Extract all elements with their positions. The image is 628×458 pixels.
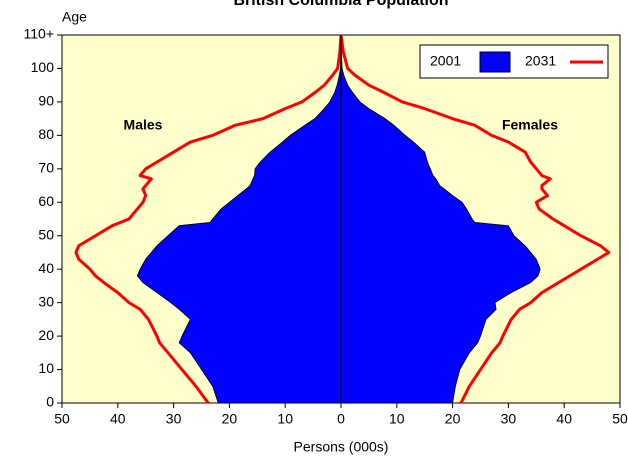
x-tick-label: 10: [277, 411, 293, 427]
y-tick-label: 70: [38, 160, 54, 176]
x-axis-label: Persons (000s): [294, 439, 389, 455]
y-tick-label: 50: [38, 226, 54, 242]
x-tick-label: 0: [337, 411, 345, 427]
x-tick-label: 40: [556, 411, 572, 427]
x-tick-label: 50: [54, 411, 70, 427]
x-tick-label: 30: [501, 411, 517, 427]
y-tick-label: 90: [38, 93, 54, 109]
chart-title: British Columbia Population: [233, 0, 448, 9]
y-tick-label: 10: [38, 360, 54, 376]
x-tick-label: 10: [389, 411, 405, 427]
y-tick-label: 100: [31, 59, 55, 75]
legend-label: 2001: [430, 53, 461, 69]
annotation: Females: [502, 117, 558, 133]
legend-swatch: [479, 51, 511, 73]
population-line: [74, 34, 343, 404]
y-tick-label: 0: [46, 394, 54, 410]
y-tick-label: 20: [38, 327, 54, 343]
annotation: Males: [124, 117, 163, 133]
x-tick-label: 40: [110, 411, 126, 427]
population-area: [340, 34, 541, 404]
y-tick-label: 60: [38, 193, 54, 209]
x-tick-label: 20: [445, 411, 461, 427]
x-tick-label: 20: [222, 411, 238, 427]
x-tick-label: 30: [166, 411, 182, 427]
population-area: [136, 35, 342, 404]
legend-label: 2031: [525, 53, 556, 69]
y-axis-label: Age: [62, 9, 87, 25]
population-line: [339, 34, 611, 404]
y-tick-label: 110+: [24, 26, 55, 42]
x-tick-label: 50: [612, 411, 628, 427]
y-tick-label: 40: [38, 260, 54, 276]
y-tick-label: 80: [38, 126, 54, 142]
y-tick-label: 30: [38, 293, 54, 309]
